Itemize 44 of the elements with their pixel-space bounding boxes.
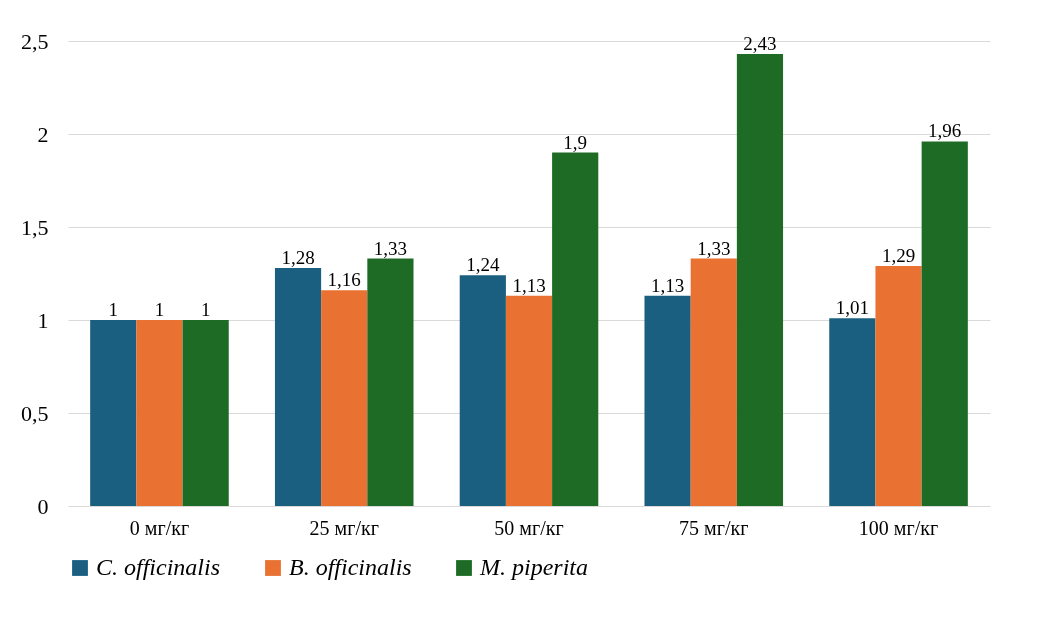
bar	[274, 267, 322, 506]
y-tick-label: 1,5	[21, 214, 49, 240]
bar	[736, 54, 784, 506]
legend-label: B. officinalis	[289, 554, 412, 580]
data-label: 1,13	[512, 274, 546, 296]
data-label: 1,9	[563, 131, 588, 153]
data-label: 1,13	[650, 274, 685, 296]
y-tick-label: 2	[37, 121, 49, 147]
bar	[829, 318, 876, 506]
y-tick-label: 0,5	[21, 400, 49, 426]
data-label: 1	[108, 299, 119, 320]
legend-label: C. officinalis	[96, 554, 221, 580]
bar	[90, 320, 137, 506]
x-tick-label: 0 мг/кг	[129, 516, 190, 539]
bar	[136, 320, 183, 506]
x-tick-label: 75 мг/кг	[679, 516, 749, 539]
data-label: 1	[200, 299, 211, 320]
y-tick-label: 0	[37, 493, 49, 519]
bar	[921, 141, 968, 506]
data-label: 1,28	[281, 246, 315, 268]
x-tick-label: 100 мг/кг	[858, 516, 939, 539]
bar	[644, 295, 691, 506]
data-label: 1,24	[466, 254, 500, 276]
data-label: 1,29	[881, 245, 916, 267]
bar	[552, 152, 599, 506]
y-tick-label: 2,5	[21, 28, 49, 54]
data-label: 1	[154, 299, 165, 320]
bar	[505, 295, 553, 506]
bar	[875, 266, 922, 506]
bar	[182, 320, 229, 506]
bar	[321, 290, 368, 506]
data-label: 1,33	[373, 237, 408, 259]
x-tick-label: 50 мг/кг	[494, 516, 564, 539]
data-label: 1,96	[928, 120, 962, 142]
data-label: 1,33	[697, 237, 731, 259]
data-label: 1,16	[327, 269, 361, 291]
x-tick-label: 25 мг/кг	[309, 516, 379, 539]
bar	[459, 275, 506, 506]
data-label: 1,01	[835, 297, 869, 319]
y-tick-label: 1	[37, 307, 49, 333]
data-label: 2,43	[743, 33, 777, 55]
bar	[367, 258, 414, 506]
bar	[690, 258, 737, 506]
legend-label: M. piperita	[479, 554, 588, 580]
